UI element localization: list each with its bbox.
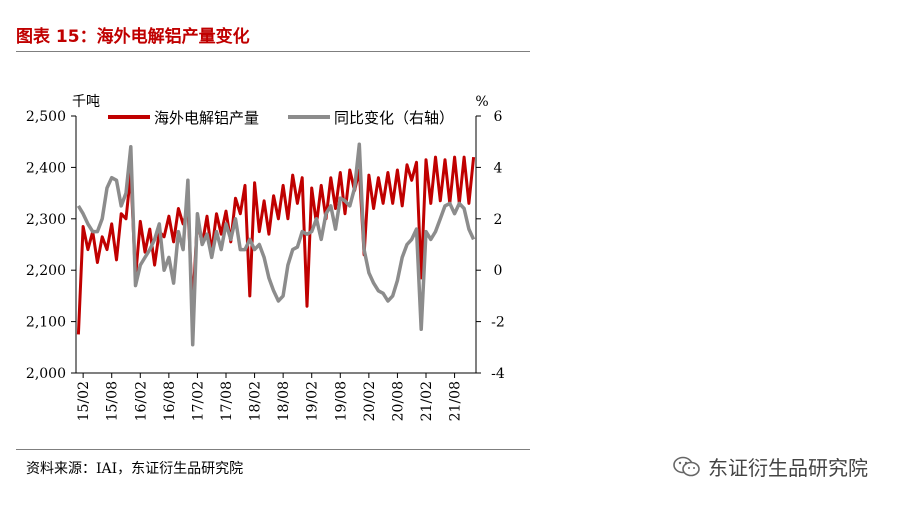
chart-axes (71, 115, 481, 378)
series-line-production (76, 155, 476, 335)
series-line-yoy (76, 142, 476, 347)
legend-label-production: 海外电解铝产量 (154, 109, 259, 127)
x-tick-label: 18/08 (276, 381, 292, 421)
x-tick-label: 18/02 (248, 381, 264, 421)
y-left-tick-label: 2,300 (26, 212, 66, 228)
y-right-tick-label: -2 (491, 315, 505, 331)
x-tick-label: 16/08 (162, 381, 178, 421)
x-tick-label: 15/02 (76, 381, 92, 421)
x-tick-label: 17/02 (190, 381, 206, 421)
legend-label-yoy: 同比变化（右轴） (334, 109, 454, 127)
y-left-tick-label: 2,100 (26, 315, 66, 331)
x-tick-label: 20/02 (362, 381, 378, 421)
wechat-icon (673, 456, 700, 476)
y-right-tick-label: -4 (491, 366, 505, 382)
x-tick-label: 21/08 (448, 381, 464, 421)
y-left-tick-label: 2,200 (26, 263, 66, 279)
y-right-tick-label: 4 (494, 160, 503, 176)
chart-series (76, 142, 476, 347)
y-right-tick-label: 6 (494, 109, 503, 125)
watermark-text: 东证衍生品研究院 (708, 456, 868, 480)
x-tick-label: 16/02 (133, 381, 149, 421)
source-note: 资料来源：IAI，东证衍生品研究院 (26, 461, 244, 477)
y-left-tick-label: 2,000 (26, 366, 66, 382)
y-left-tick-label: 2,400 (26, 160, 66, 176)
y-right-tick-label: 2 (494, 212, 503, 228)
y-left-unit-label: 千吨 (72, 94, 100, 110)
y-right-unit-label: % (475, 94, 488, 110)
y-left-tick-label: 2,500 (26, 109, 66, 125)
title-divider (16, 51, 530, 52)
x-tick-label: 21/02 (419, 381, 435, 421)
x-tick-label: 19/08 (333, 381, 349, 421)
x-tick-label: 17/08 (219, 381, 235, 421)
x-tick-label: 20/08 (390, 381, 406, 421)
chart-labels: 2,000 2,100 2,200 2,300 2,400 2,500 -4 -2 0 2 4 6 千吨… (26, 94, 505, 421)
footer-divider (16, 449, 530, 450)
x-tick-label: 15/08 (105, 381, 121, 421)
chart-legend: 海外电解铝产量 同比变化（右轴） (108, 109, 454, 127)
figure-title: 图表 15：海外电解铝产量变化 (16, 27, 250, 47)
x-tick-label: 19/02 (305, 381, 321, 421)
watermark: 东证衍生品研究院 (672, 452, 868, 481)
y-right-tick-label: 0 (494, 263, 503, 279)
